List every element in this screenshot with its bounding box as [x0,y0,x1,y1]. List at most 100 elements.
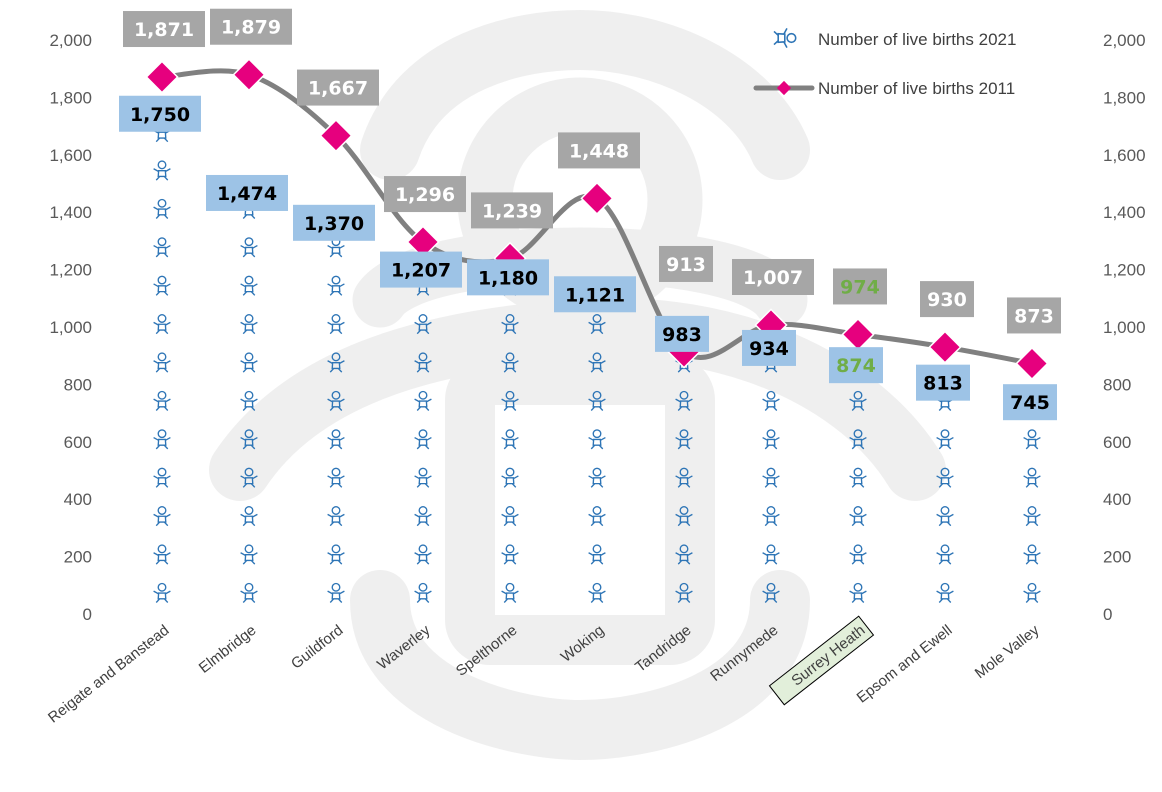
label-2011-text: 1,871 [134,19,194,41]
label-2021-text: 1,121 [565,284,625,306]
y-tick-left: 2,000 [49,31,92,50]
y-tick-left: 1,400 [49,203,92,222]
baby-icon [500,582,520,604]
baby-icon [152,275,172,296]
baby-icon [587,467,607,488]
label-2011-text: 1,239 [482,200,542,222]
label-2021: 1,180 [467,259,549,296]
baby-icon [239,314,259,335]
label-2021-box [206,174,288,211]
category-highlight-box [768,615,875,706]
baby-icon [239,237,259,258]
baby-icon [326,544,346,565]
y-tick-right: 1,400 [1103,203,1146,222]
label-2021: 745 [1003,384,1057,421]
baby-icon [326,467,346,488]
baby-icon [761,544,781,565]
series-2011-marker [841,317,875,352]
label-2011-box [920,281,974,318]
label-2011-box [384,176,466,213]
baby-icon [1022,429,1042,450]
baby-icon [500,429,520,450]
label-2021: 874 [829,347,883,384]
baby-icon [848,582,868,604]
baby-icon [239,352,259,373]
label-2021-box [380,251,462,288]
baby-icon [413,506,433,527]
legend-marker [776,80,792,96]
baby-icon [413,390,433,412]
label-2011-text: 1,667 [308,78,368,100]
baby-icon [761,467,781,488]
baby-icon [587,506,607,527]
y-tick-right: 0 [1103,605,1112,624]
baby-icon [239,544,259,565]
series-2011-marker [319,118,353,153]
label-2021-text: 813 [923,373,963,395]
label-2011-box [1007,297,1061,334]
label-2021: 1,370 [293,204,375,241]
label-2021-text: 1,750 [130,104,190,126]
baby-icon [152,314,172,335]
series-2011-marker [145,60,179,94]
baby-icon [152,429,172,450]
series-2011-marker [928,330,962,364]
label-2011-box [833,268,887,305]
baby-icon [413,544,433,565]
baby-icon [848,506,868,527]
baby-icon [152,544,172,565]
label-2011: 1,871 [123,11,205,48]
baby-icon [1022,544,1042,565]
label-2021-text: 874 [836,355,876,377]
legend-item-2021[interactable]: Number of live births 2021 [773,27,1016,49]
baby-icon [935,506,955,527]
label-2021-box [655,315,709,352]
label-2021: 1,121 [554,276,636,313]
label-2021-box [119,95,201,132]
y-tick-left: 1,800 [49,88,92,107]
y-tick-left: 1,200 [49,261,92,280]
series-2011-marker [232,58,266,92]
baby-icon [239,506,259,527]
label-2011: 1,007 [732,258,814,295]
baby-icon [413,429,433,450]
legend-item-2011[interactable]: Number of live births 2011 [753,79,1015,98]
pictogram-column [239,198,259,604]
baby-icon [587,582,607,604]
label-2021-text: 934 [749,338,789,360]
category-label: Mole Valley [972,621,1043,682]
series-2011-marker [406,225,440,259]
label-2021-box [293,204,375,241]
y-tick-right: 800 [1103,375,1131,394]
baby-icon [239,275,259,296]
label-2021: 934 [742,329,796,366]
baby-icon [413,582,433,604]
y-tick-left: 200 [64,548,92,567]
label-2021: 1,207 [380,251,462,288]
y-tick-right: 2,000 [1103,31,1146,50]
legend-label-2021: Number of live births 2021 [818,30,1016,49]
category-label: Reigate and Banstead [45,622,172,727]
y-tick-right: 1,000 [1103,318,1146,337]
baby-icon [152,198,172,220]
category-text: Elmbridge [196,622,260,677]
category-text: Guildford [288,622,346,673]
baby-icon [935,544,955,565]
baby-icon [935,582,955,604]
label-2011-box [659,245,713,282]
label-2011-text: 1,296 [395,184,455,206]
label-2021-text: 745 [1010,392,1050,414]
y-tick-left: 600 [64,433,92,452]
baby-icon [761,429,781,450]
label-2011-box [210,8,292,45]
label-2021-text: 1,180 [478,267,538,289]
baby-icon [500,506,520,527]
baby-icon [1022,506,1042,527]
category-label: Elmbridge [196,622,260,677]
label-2011: 1,667 [297,69,379,106]
baby-icon [152,506,172,527]
label-2011-box [123,11,205,48]
label-2011-text: 1,448 [569,140,629,162]
label-2021-text: 1,370 [304,213,364,235]
baby-icon [326,275,346,296]
